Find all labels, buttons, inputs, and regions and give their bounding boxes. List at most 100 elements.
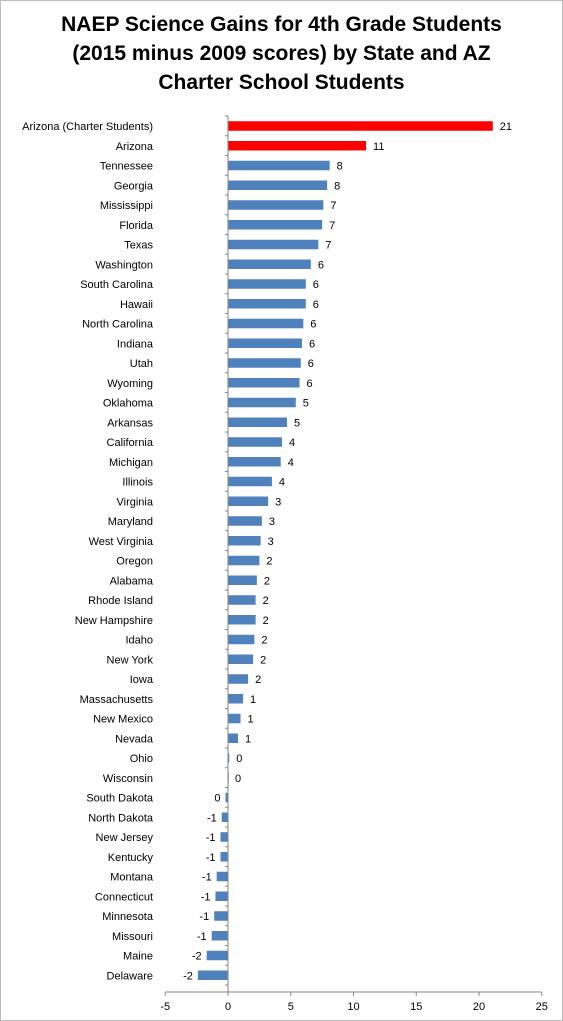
category-label-california: California bbox=[107, 437, 154, 449]
chart-title-line-3: Charter School Students bbox=[158, 71, 405, 94]
category-label-rhode-island: Rhode Island bbox=[88, 595, 153, 607]
data-label-maine: -2 bbox=[192, 951, 202, 963]
bar-wyoming bbox=[228, 378, 300, 388]
chart-title: NAEP Science Gains for 4th Grade Student… bbox=[0, 10, 563, 97]
category-label-mississippi: Mississippi bbox=[100, 200, 153, 212]
data-label-washington: 6 bbox=[318, 259, 324, 271]
bar-hawaii bbox=[228, 299, 306, 309]
x-tick-label: -5 bbox=[160, 1001, 170, 1013]
bar-south-dakota bbox=[225, 792, 228, 803]
category-label-wisconsin: Wisconsin bbox=[103, 773, 153, 785]
bar-massachusetts bbox=[228, 694, 244, 704]
bar-rhode-island bbox=[228, 595, 256, 605]
bar-michigan bbox=[228, 457, 281, 467]
data-label-south-dakota: 0 bbox=[214, 793, 220, 805]
category-label-oklahoma: Oklahoma bbox=[103, 398, 154, 410]
category-label-north-carolina: North Carolina bbox=[82, 319, 154, 331]
bar-maryland bbox=[228, 516, 262, 526]
category-label-delaware: Delaware bbox=[107, 970, 153, 982]
category-label-new-jersey: New Jersey bbox=[96, 832, 154, 844]
data-label-north-dakota: -1 bbox=[207, 812, 217, 824]
bar-new-york bbox=[228, 654, 254, 664]
data-label-south-carolina: 6 bbox=[313, 279, 319, 291]
data-label-maryland: 3 bbox=[269, 516, 275, 528]
category-label-minnesota: Minnesota bbox=[102, 911, 154, 923]
data-label-illinois: 4 bbox=[279, 477, 285, 489]
bar-delaware bbox=[197, 970, 228, 980]
data-label-north-carolina: 6 bbox=[310, 319, 316, 331]
data-label-hawaii: 6 bbox=[313, 299, 319, 311]
data-label-mississippi: 7 bbox=[330, 200, 336, 212]
category-label-utah: Utah bbox=[130, 358, 153, 370]
category-label-iowa: Iowa bbox=[130, 674, 154, 686]
data-label-oregon: 2 bbox=[266, 556, 272, 568]
bar-virginia bbox=[228, 496, 269, 506]
bar-arkansas bbox=[228, 417, 287, 427]
bar-ohio bbox=[228, 753, 230, 763]
data-label-new-mexico: 1 bbox=[248, 714, 254, 726]
bar-north-carolina bbox=[228, 318, 304, 329]
bar-mississippi bbox=[228, 200, 324, 210]
category-label-kentucky: Kentucky bbox=[108, 852, 154, 864]
x-tick-label: 10 bbox=[347, 1001, 359, 1013]
category-label-montana: Montana bbox=[110, 872, 154, 884]
category-label-massachusetts: Massachusetts bbox=[80, 694, 154, 706]
category-label-connecticut: Connecticut bbox=[95, 891, 153, 903]
data-label-alabama: 2 bbox=[264, 575, 270, 587]
data-label-kentucky: -1 bbox=[206, 852, 216, 864]
category-label-hawaii: Hawaii bbox=[120, 299, 153, 311]
category-label-idaho: Idaho bbox=[125, 635, 153, 647]
category-label-new-hampshire: New Hampshire bbox=[75, 615, 153, 627]
category-label-wyoming: Wyoming bbox=[107, 378, 153, 390]
category-label-maine: Maine bbox=[123, 951, 153, 963]
data-label-massachusetts: 1 bbox=[250, 694, 256, 706]
data-label-tennessee: 8 bbox=[337, 161, 343, 173]
data-label-indiana: 6 bbox=[309, 338, 315, 350]
bar-oregon bbox=[228, 555, 260, 566]
data-label-montana: -1 bbox=[202, 872, 212, 884]
category-label-tennessee: Tennessee bbox=[100, 161, 153, 173]
category-label-new-mexico: New Mexico bbox=[93, 714, 153, 726]
category-label-missouri: Missouri bbox=[112, 931, 153, 943]
bar-connecticut bbox=[215, 891, 228, 901]
data-label-georgia: 8 bbox=[334, 180, 340, 192]
data-label-wisconsin: 0 bbox=[235, 773, 241, 785]
bar-west-virginia bbox=[228, 536, 261, 546]
data-label-arizona: 11 bbox=[373, 141, 384, 153]
data-label-new-hampshire: 2 bbox=[263, 615, 269, 627]
data-label-delaware: -2 bbox=[183, 970, 193, 982]
bar-utah bbox=[228, 358, 301, 368]
bar-idaho bbox=[228, 634, 255, 645]
bar-alabama bbox=[228, 575, 257, 585]
category-label-south-dakota: South Dakota bbox=[86, 793, 154, 805]
bar-north-dakota bbox=[221, 812, 228, 822]
bar-arizona-charter-students bbox=[228, 121, 493, 131]
data-label-new-york: 2 bbox=[260, 654, 266, 666]
bar-maine bbox=[206, 950, 228, 961]
category-label-arizona-charter-students: Arizona (Charter Students) bbox=[22, 121, 153, 133]
chart-title-line-2: (2015 minus 2009 scores) by State and AZ bbox=[72, 42, 491, 65]
bar-arizona bbox=[228, 141, 367, 151]
data-label-idaho: 2 bbox=[261, 635, 267, 647]
data-label-virginia: 3 bbox=[275, 496, 281, 508]
category-label-north-dakota: North Dakota bbox=[88, 812, 154, 824]
bar-kentucky bbox=[220, 852, 228, 862]
bar-washington bbox=[228, 259, 311, 269]
bar-florida bbox=[228, 220, 323, 230]
category-label-texas: Texas bbox=[124, 240, 153, 252]
bar-montana bbox=[216, 871, 228, 882]
category-label-virginia: Virginia bbox=[117, 496, 154, 508]
chart-title-line-1: NAEP Science Gains for 4th Grade Student… bbox=[61, 13, 502, 36]
bar-iowa bbox=[228, 674, 249, 684]
data-label-west-virginia: 3 bbox=[268, 536, 274, 548]
data-label-connecticut: -1 bbox=[201, 891, 211, 903]
category-label-illinois: Illinois bbox=[122, 477, 153, 489]
data-label-ohio: 0 bbox=[236, 753, 242, 765]
bar-illinois bbox=[228, 476, 272, 487]
data-label-texas: 7 bbox=[325, 240, 331, 252]
x-tick-label: 5 bbox=[288, 1001, 294, 1013]
bar-new-mexico bbox=[228, 713, 241, 724]
category-label-florida: Florida bbox=[119, 220, 154, 232]
x-tick-label: 0 bbox=[225, 1001, 231, 1013]
